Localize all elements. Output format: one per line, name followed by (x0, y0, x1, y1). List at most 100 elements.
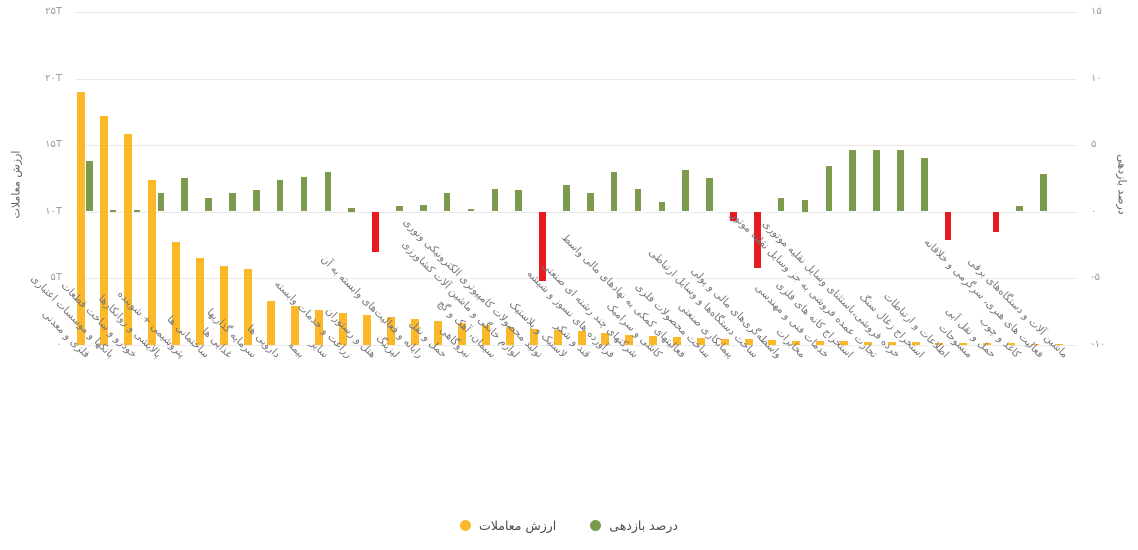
return-bar-positive[interactable] (1040, 174, 1047, 212)
return-bar-positive[interactable] (276, 179, 284, 212)
value-bar[interactable] (267, 300, 276, 345)
return-bar-positive[interactable] (825, 166, 833, 212)
value-bar[interactable] (839, 341, 848, 345)
return-bar-positive[interactable] (873, 150, 880, 212)
value-bar[interactable] (696, 337, 705, 345)
return-bar-positive[interactable] (706, 178, 713, 212)
value-bar[interactable] (935, 342, 944, 345)
value-bar[interactable] (672, 337, 681, 345)
return-bar-negative[interactable] (730, 212, 737, 222)
return-bar-positive[interactable] (133, 210, 141, 212)
return-bar-positive[interactable] (634, 188, 642, 212)
value-bar[interactable] (625, 334, 634, 345)
return-bar-positive[interactable] (229, 192, 236, 212)
return-bar-negative[interactable] (539, 212, 546, 282)
return-bar-positive[interactable] (515, 190, 522, 212)
value-bar[interactable] (482, 324, 491, 345)
value-bar[interactable] (434, 320, 443, 345)
value-bar[interactable] (959, 342, 968, 345)
value-bar[interactable] (410, 319, 419, 345)
legend-item-return-percent[interactable]: درصد بازدهی (590, 518, 678, 533)
return-bar-positive[interactable] (777, 198, 785, 212)
return-bar-positive[interactable] (300, 176, 308, 212)
gridline (75, 12, 1077, 13)
left-axis-tick: ۲۰T (45, 72, 62, 84)
value-bar[interactable] (792, 340, 801, 345)
return-bar-positive[interactable] (658, 202, 666, 212)
value-bar[interactable] (291, 306, 300, 345)
legend-label-transaction-value: ارزش معاملات (479, 518, 557, 533)
return-bar-positive[interactable] (587, 192, 594, 212)
value-bar[interactable] (983, 343, 992, 345)
return-bar-positive[interactable] (205, 198, 212, 212)
return-bar-negative[interactable] (372, 212, 379, 252)
value-bar[interactable] (386, 316, 395, 345)
gridline (75, 78, 1077, 80)
return-bar-positive[interactable] (610, 171, 618, 212)
right-axis-tick: -۵ (1091, 272, 1100, 284)
value-bar[interactable] (243, 268, 252, 345)
x-axis-label: بیمه (285, 339, 307, 361)
value-bar[interactable] (171, 242, 180, 345)
value-bar[interactable] (1030, 343, 1039, 345)
value-bar[interactable] (601, 333, 610, 345)
return-bar-positive[interactable] (467, 208, 475, 212)
value-bar[interactable] (76, 91, 85, 345)
right-axis-tick: ۱۵ (1091, 6, 1102, 17)
value-bar[interactable] (768, 339, 777, 345)
value-bar[interactable] (1054, 343, 1063, 345)
return-bar-negative[interactable] (944, 212, 952, 240)
return-bar-negative[interactable] (992, 212, 1000, 232)
return-bar-positive[interactable] (491, 188, 499, 212)
value-bar[interactable] (529, 328, 538, 345)
value-bar[interactable] (100, 115, 109, 345)
value-bar[interactable] (887, 341, 896, 345)
right-axis-tick: ۱۰ (1091, 72, 1102, 84)
return-bar-positive[interactable] (109, 210, 117, 212)
return-bar-positive[interactable] (1016, 206, 1023, 212)
value-bar[interactable] (124, 134, 133, 345)
return-bar-positive[interactable] (849, 150, 856, 212)
value-bar[interactable] (553, 330, 562, 345)
left-axis-tick: ۱۵T (45, 139, 62, 151)
value-bar[interactable] (458, 322, 467, 345)
return-bar-positive[interactable] (443, 192, 451, 212)
return-bar-positive[interactable] (157, 192, 165, 212)
legend-item-transaction-value[interactable]: ارزش معاملات (460, 518, 556, 533)
gridline (75, 344, 1077, 346)
value-bar[interactable] (505, 326, 514, 345)
return-bar-positive[interactable] (324, 171, 332, 212)
return-bar-positive[interactable] (682, 170, 689, 212)
return-bar-positive[interactable] (897, 150, 904, 212)
right-axis-title: درصد بازدهی (1115, 154, 1129, 215)
value-bar[interactable] (911, 342, 920, 345)
value-bar[interactable] (362, 315, 371, 345)
gridline (75, 145, 1077, 147)
return-bar-positive[interactable] (86, 160, 93, 212)
return-bar-positive[interactable] (253, 190, 260, 212)
return-bar-positive[interactable] (921, 158, 928, 212)
left-axis-tick: ۱۰T (45, 205, 62, 217)
right-axis-tick: ۰ (1091, 205, 1097, 217)
value-bar[interactable] (1006, 343, 1015, 345)
value-bar[interactable] (219, 266, 228, 345)
return-bar-positive[interactable] (563, 184, 570, 212)
value-bar[interactable] (577, 331, 586, 345)
value-bar[interactable] (649, 336, 658, 345)
return-bar-negative[interactable] (754, 212, 761, 268)
right-axis-tick: -۱۰ (1091, 338, 1106, 350)
return-bar-positive[interactable] (801, 199, 809, 212)
value-bar[interactable] (863, 341, 872, 345)
value-bar[interactable] (315, 310, 324, 345)
return-bar-positive[interactable] (420, 204, 427, 212)
value-bar[interactable] (338, 312, 347, 345)
return-bar-positive[interactable] (181, 178, 188, 212)
value-bar[interactable] (816, 340, 825, 345)
value-bar[interactable] (148, 179, 157, 345)
value-bar[interactable] (195, 258, 204, 345)
value-bar[interactable] (720, 338, 729, 345)
return-bar-positive[interactable] (396, 206, 403, 212)
value-bar[interactable] (744, 339, 753, 345)
return-bar-positive[interactable] (348, 207, 355, 212)
